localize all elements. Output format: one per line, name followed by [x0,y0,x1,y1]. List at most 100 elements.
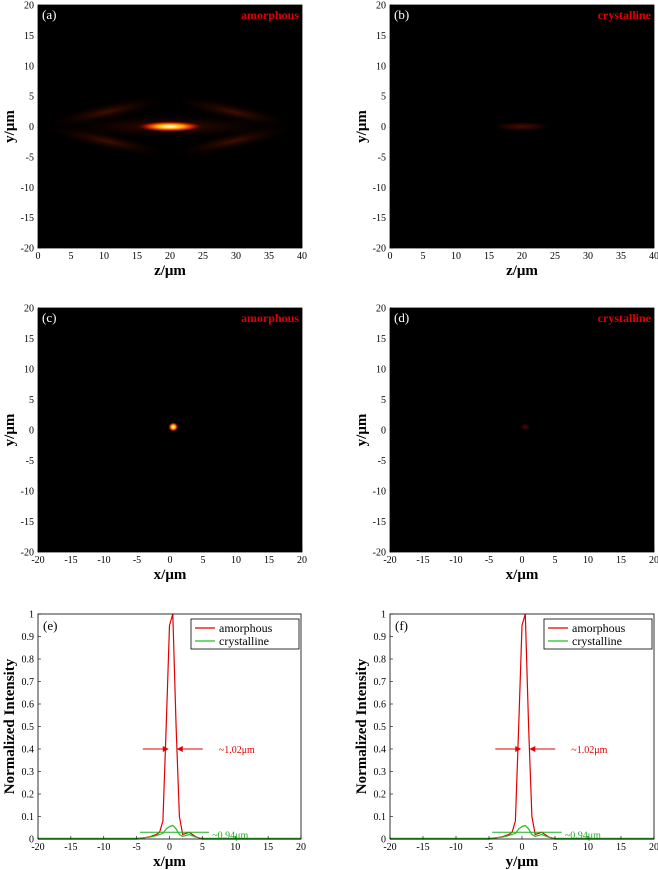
x-tick-label: 20 [517,251,527,262]
y-tick-label: -20 [373,244,386,255]
x-tick-label: 5 [200,842,205,853]
y-tick-label: 0.9 [374,632,387,643]
y-tick-label: 0.5 [22,722,35,733]
y-tick-label: 10 [24,365,34,376]
y-tick-label: 0.3 [374,767,387,778]
y-tick-label: 0.3 [22,767,35,778]
y-tick-label: -20 [21,244,34,255]
x-tick-label: -5 [485,842,493,853]
x-axis-label: x/μm [153,854,186,870]
phase-label: crystalline [598,8,652,22]
y-axis-label: y/μm [2,110,18,143]
panel-c: (c) amorphous -20 -15 -10 -5 0 5 10 15 20 20 15 10 5 0 -… [2,304,307,584]
x-tick-label: 5 [421,251,426,262]
y-tick-label: 0.1 [22,812,35,823]
x-tick-label: 0 [520,842,525,853]
y-tick-label: 20 [376,304,386,315]
legend-box [543,618,653,650]
y-tick-label: -5 [26,456,34,467]
y-tick-label: 10 [376,61,386,72]
series-line-crystalline [390,824,654,839]
x-tick-label: 15 [263,842,273,853]
legend-label-amorphous: amorphous [572,621,626,635]
x-tick-label: -20 [31,555,44,566]
x-tick-label: -15 [64,555,77,566]
x-tick-label: 10 [583,555,593,566]
x-tick-label: 10 [99,251,109,262]
fwhm-crystalline-annotation: ~0.94μm [212,830,248,841]
y-tick-label: 0.7 [374,677,387,688]
series-line-amorphous [38,613,301,840]
x-tick-label: 5 [553,842,558,853]
y-tick-label: -10 [21,183,34,194]
series-line-crystalline [38,824,301,839]
x-tick-label: 15 [132,251,142,262]
y-tick-label: 0.1 [374,812,387,823]
y-axis-label: Normalized Intensity [2,658,18,794]
y-tick-label: 0 [29,426,34,437]
y-tick-label: 10 [376,365,386,376]
y-tick-label: 5 [381,395,386,406]
x-tick-label: 35 [616,251,626,262]
x-tick-label: 15 [616,842,626,853]
y-tick-label: 0.9 [22,632,35,643]
fwhm-amorphous-annotation: ~1.02μm [219,745,255,756]
y-tick-label: 0 [29,122,34,133]
y-tick-label: -10 [373,487,386,498]
y-axis-label: Normalized Intensity [354,658,370,794]
x-axis-label: x/μm [506,567,539,583]
x-tick-label: 0 [36,251,41,262]
y-tick-label: 0 [381,122,386,133]
y-tick-label: 20 [376,1,386,12]
x-axis-label: y/μm [506,854,539,870]
series-line-amorphous [390,613,654,840]
focus-spot [168,422,179,432]
fwhm-arrowhead-right [529,746,536,752]
phase-label: crystalline [598,311,652,325]
x-tick-label: 10 [583,842,593,853]
legend-box [190,618,300,650]
y-tick-label: -20 [21,548,34,559]
y-tick-label: 20 [24,304,34,315]
y-tick-label: 0.6 [374,700,387,711]
y-tick-label: -20 [373,548,386,559]
x-tick-label: 20 [649,842,658,853]
x-tick-label: 20 [165,251,175,262]
y-tick-label: -10 [21,487,34,498]
y-tick-label: 15 [24,334,34,345]
x-tick-label: 10 [231,555,241,566]
x-tick-label: -15 [416,555,429,566]
x-tick-label: 0 [388,251,393,262]
x-tick-label: 25 [550,251,560,262]
panel-label: (d) [394,310,409,325]
y-tick-label: 5 [381,92,386,103]
x-tick-label: -5 [132,842,140,853]
y-tick-label: 0 [381,426,386,437]
panel-b: (b) crystalline 0 5 10 15 20 25 30 35 40 20 15 10 5 0 -5… [354,1,658,280]
x-tick-label: -5 [485,555,493,566]
y-tick-label: 0.2 [374,790,387,801]
panel-label: (f) [395,618,408,633]
fwhm-amorphous-annotation: ~1.02μm [571,745,607,756]
panel-label: (b) [394,7,409,22]
plot-area [38,614,301,839]
plot-area [390,614,654,839]
y-tick-label: 0.8 [22,655,35,666]
x-tick-label: 15 [264,555,274,566]
x-tick-label: 20 [296,842,306,853]
x-tick-label: 40 [297,251,307,262]
y-axis-label: y/μm [354,110,370,143]
y-tick-label: 5 [29,92,34,103]
y-tick-label: 1 [381,610,386,621]
fwhm-arrowhead-right [176,746,183,752]
x-tick-label: -10 [449,842,462,853]
y-tick-label: 0 [381,835,386,846]
focus-spot [520,422,531,432]
x-tick-label: -15 [64,842,77,853]
panel-label: (a) [42,7,56,22]
x-tick-label: 25 [198,251,208,262]
y-axis-label: y/μm [2,413,18,446]
